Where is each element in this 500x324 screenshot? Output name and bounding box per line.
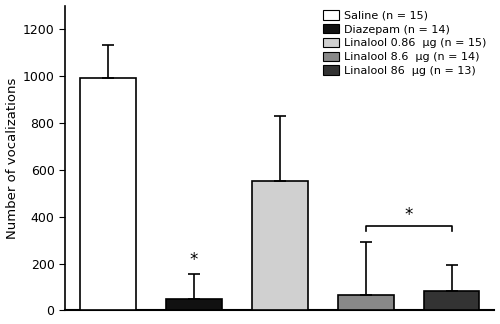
Legend: Saline (n = 15), Diazepam (n = 14), Linalool 0.86  μg (n = 15), Linalool 8.6  μg: Saline (n = 15), Diazepam (n = 14), Lina… <box>321 8 489 78</box>
Text: *: * <box>190 251 198 269</box>
Bar <box>424 291 480 310</box>
Bar <box>252 181 308 310</box>
Bar <box>80 78 136 310</box>
Bar <box>338 295 394 310</box>
Y-axis label: Number of vocalizations: Number of vocalizations <box>6 77 18 239</box>
Bar <box>166 299 222 310</box>
Text: *: * <box>404 206 412 224</box>
